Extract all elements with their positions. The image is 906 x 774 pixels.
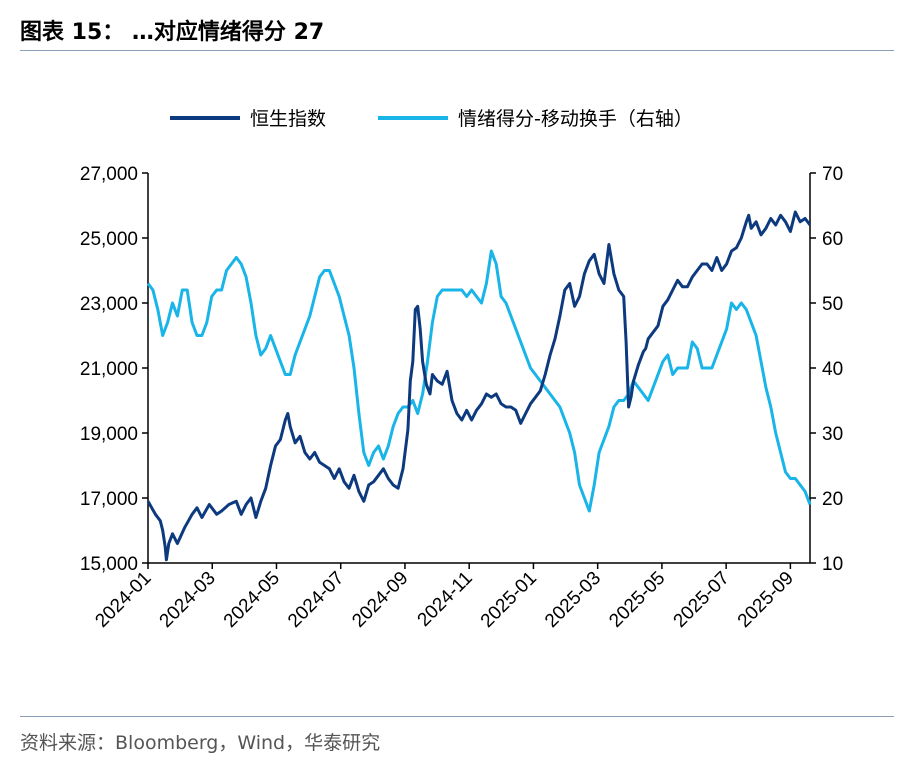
y-left-tick-label: 17,000: [80, 489, 138, 510]
legend-label-sentiment: 情绪得分-移动换手（右轴）: [458, 108, 693, 130]
y-left-tick-label: 25,000: [80, 229, 138, 250]
x-tick-label: 2024-05: [220, 568, 284, 632]
y-right-tick-label: 20: [822, 489, 843, 510]
y-right-tick-label: 60: [822, 229, 843, 250]
x-tick-label: 2024-09: [348, 568, 412, 632]
hsi-line: [146, 210, 812, 562]
x-tick-label: 2025-01: [477, 568, 541, 632]
y-right-tick-label: 70: [822, 164, 843, 185]
source-note: 资料来源：Bloomberg，Wind，华泰研究: [20, 732, 381, 754]
y-right-tick-label: 10: [822, 554, 843, 575]
x-tick-label: 2024-01: [91, 568, 155, 632]
y-right-tick-label: 50: [822, 294, 843, 315]
x-tick-label: 2025-07: [670, 568, 734, 632]
figure-title: 图表 15： …对应情绪得分 27: [20, 20, 325, 45]
y-left-tick-label: 27,000: [80, 164, 138, 185]
y-right-tick-label: 40: [822, 359, 843, 380]
x-tick-label: 2024-03: [156, 568, 220, 632]
x-tick-label: 2024-11: [414, 568, 477, 631]
sentiment-line: [146, 249, 812, 513]
x-tick-label: 2024-07: [284, 568, 348, 632]
source-rule: [20, 716, 894, 717]
legend-label-hsi: 恒生指数: [250, 108, 326, 130]
y-left-tick-label: 23,000: [80, 294, 138, 315]
x-tick-label: 2025-03: [541, 568, 605, 632]
chart: 恒生指数 情绪得分-移动换手（右轴） 15,000 17,000 19,000 21,…: [80, 108, 843, 632]
x-tick-label: 2025-05: [605, 568, 669, 632]
series-lines: [146, 210, 812, 562]
y-right-tick-label: 30: [822, 424, 843, 445]
axes: 15,000 17,000 19,000 21,000 23,000 25,000 27,0…: [80, 164, 843, 632]
x-tick-label: 2025-09: [734, 568, 798, 632]
y-left-tick-label: 19,000: [80, 424, 138, 445]
y-left-tick-label: 21,000: [80, 359, 138, 380]
legend: 恒生指数 情绪得分-移动换手（右轴）: [170, 108, 693, 130]
title-rule: [20, 50, 894, 51]
y-left-tick-label: 15,000: [80, 554, 138, 575]
